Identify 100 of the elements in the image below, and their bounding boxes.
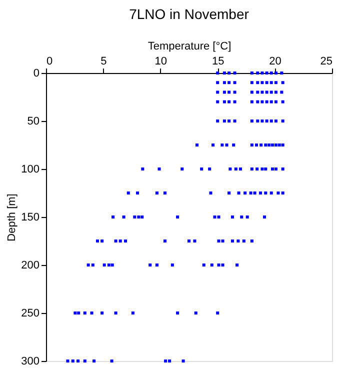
point <box>256 72 260 74</box>
point <box>216 100 220 104</box>
point <box>256 81 260 84</box>
point <box>90 312 94 314</box>
point <box>168 360 172 362</box>
point <box>274 72 278 74</box>
point <box>76 360 80 362</box>
point <box>256 120 260 122</box>
point <box>233 90 236 94</box>
point <box>250 168 254 170</box>
point <box>270 100 273 104</box>
point <box>216 312 220 314</box>
point <box>270 81 273 84</box>
point <box>234 168 238 170</box>
point <box>236 240 240 242</box>
point <box>274 144 278 146</box>
point <box>246 216 249 218</box>
point <box>212 144 215 146</box>
point <box>242 240 246 242</box>
x-axis-title: Temperature [°C] <box>148 40 232 52</box>
point <box>86 264 90 266</box>
point <box>83 312 86 314</box>
point <box>71 360 74 362</box>
point <box>250 144 254 146</box>
point <box>270 192 273 194</box>
point <box>100 240 104 242</box>
point <box>216 81 220 84</box>
point <box>256 100 260 104</box>
point <box>202 264 206 266</box>
point <box>271 168 274 170</box>
point <box>281 81 284 84</box>
point <box>265 72 268 74</box>
point <box>222 72 226 74</box>
point <box>83 360 86 362</box>
point <box>228 120 231 122</box>
point <box>118 240 122 242</box>
point <box>176 312 180 314</box>
point <box>222 120 226 122</box>
point <box>100 312 104 314</box>
y-tick-label: 250 <box>21 308 40 320</box>
point <box>260 120 264 122</box>
point <box>91 264 94 266</box>
point <box>74 312 77 314</box>
x-tick-label: 25 <box>320 56 332 68</box>
point <box>278 144 281 146</box>
point <box>164 360 168 362</box>
point <box>250 100 254 104</box>
point <box>276 192 280 194</box>
point <box>122 216 126 218</box>
point <box>250 81 254 84</box>
point <box>265 100 268 104</box>
point <box>281 192 284 194</box>
point <box>233 120 236 122</box>
point <box>263 216 266 218</box>
point <box>170 264 174 266</box>
point <box>110 264 114 266</box>
point <box>250 240 254 242</box>
point <box>236 264 239 266</box>
point <box>256 90 260 94</box>
point <box>260 144 263 146</box>
point <box>208 168 212 170</box>
point <box>221 240 224 242</box>
point <box>222 100 226 104</box>
point <box>114 312 118 314</box>
point <box>253 192 256 194</box>
point <box>92 360 96 362</box>
point <box>281 144 284 146</box>
point <box>270 72 273 74</box>
point <box>233 72 236 74</box>
point <box>222 90 226 94</box>
point <box>228 168 232 170</box>
point <box>268 144 271 146</box>
point <box>131 312 134 314</box>
x-tick-label: 15 <box>212 56 224 68</box>
point <box>250 72 254 74</box>
point <box>274 168 278 170</box>
x-tick-label: 20 <box>269 56 282 68</box>
point <box>216 90 220 94</box>
point <box>217 216 220 218</box>
y-axis-title: Depth [m] <box>6 194 18 242</box>
point <box>141 168 144 170</box>
point <box>155 192 158 194</box>
point <box>140 216 144 218</box>
x-tick-label: 0 <box>46 56 53 68</box>
point <box>110 360 114 362</box>
point <box>221 264 224 266</box>
point <box>240 216 244 218</box>
point <box>222 81 226 84</box>
point <box>66 360 70 362</box>
point <box>228 192 231 194</box>
x-tick-label: 10 <box>154 56 168 68</box>
point <box>193 240 196 242</box>
point <box>228 90 231 94</box>
point <box>281 100 284 104</box>
point <box>228 81 231 84</box>
point <box>200 168 204 170</box>
point <box>155 264 158 266</box>
point <box>126 192 130 194</box>
point <box>260 90 264 94</box>
point <box>102 264 106 266</box>
